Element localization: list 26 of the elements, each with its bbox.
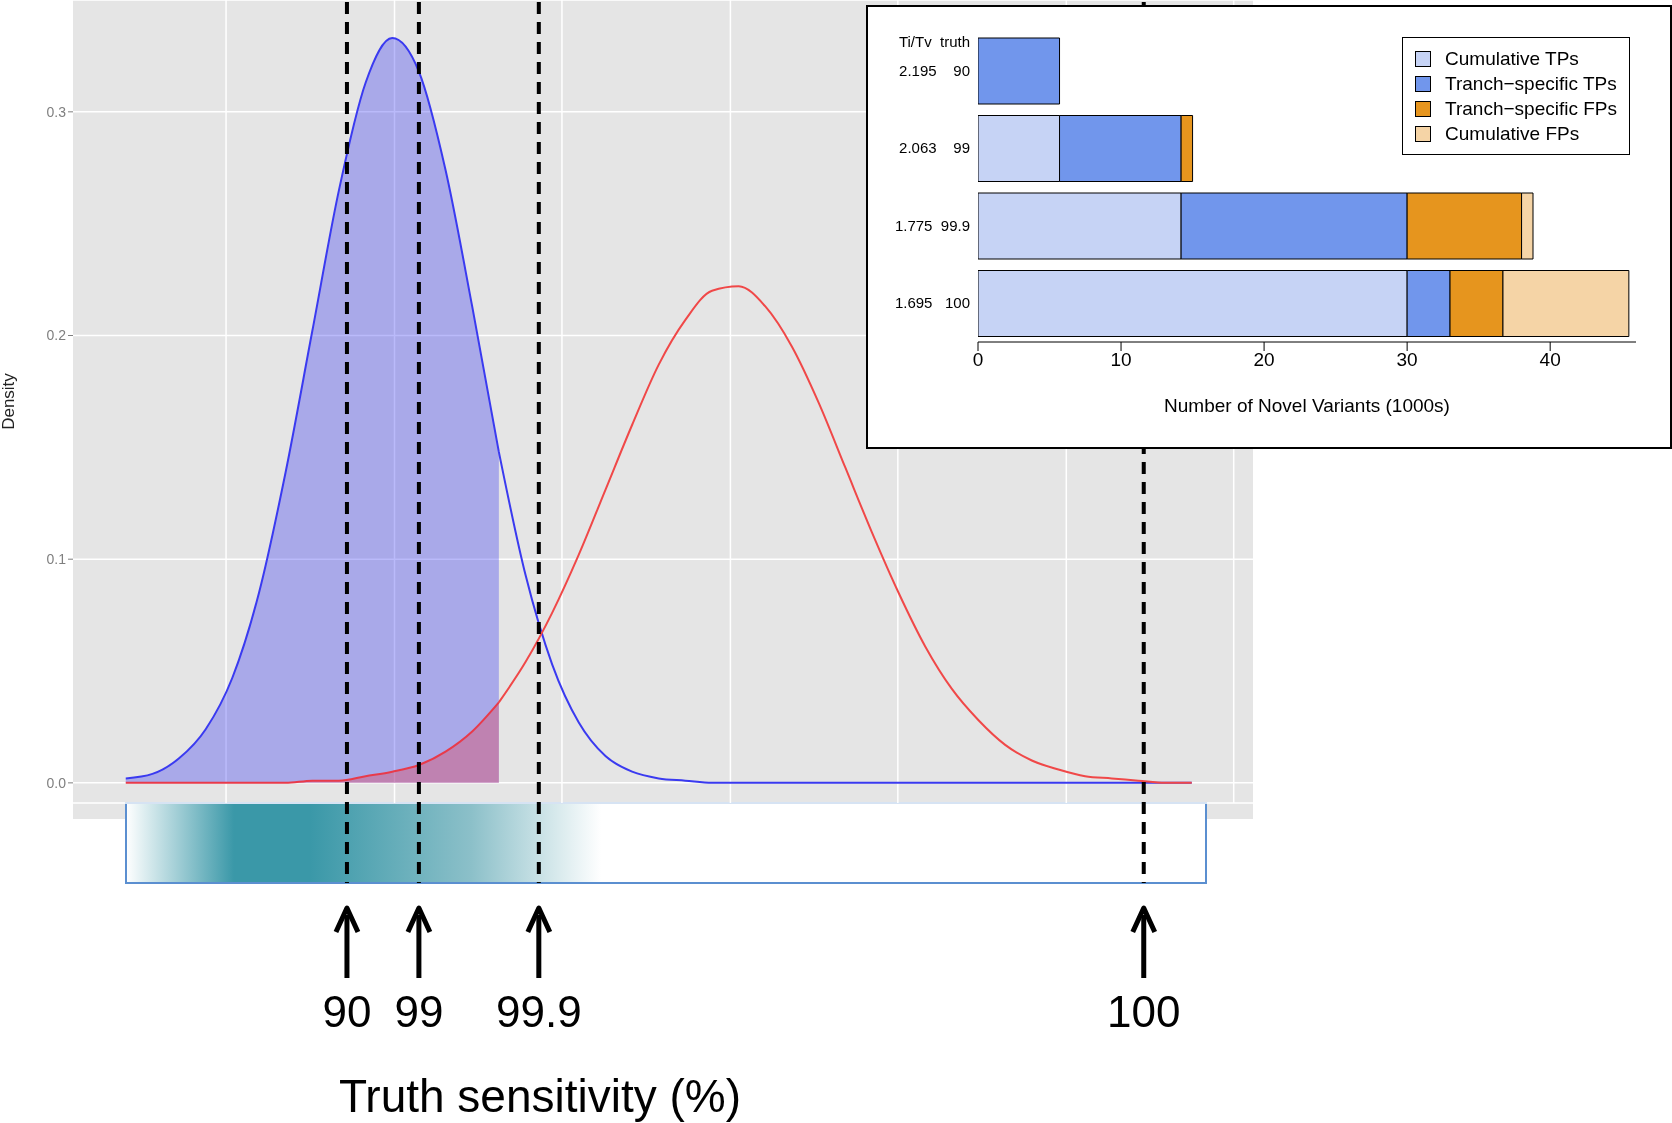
x-tick-label: 10 <box>1110 349 1132 371</box>
text: 99 <box>394 987 444 1036</box>
y-tick-label: 2.195 90 <box>899 61 970 79</box>
text: 100 <box>1107 987 1181 1036</box>
x-tick-label: 20 <box>1253 349 1275 371</box>
x-tick-label: 0 <box>972 349 984 371</box>
y-tick-label: 0.1 <box>46 551 67 568</box>
x-axis-title: Truth sensitivity (%) <box>338 1070 742 1122</box>
x-axis-title: Number of Novel Variants (1000s) <box>1164 395 1450 416</box>
legend-label: Tranch−specific FPs <box>1445 97 1617 120</box>
bar <box>978 37 1061 105</box>
y-axis-title: Density <box>0 372 19 430</box>
y-tick-label: 0.2 <box>46 327 67 344</box>
legend-label: Cumulative FPs <box>1445 122 1580 145</box>
y-tick-label: 2.063 99 <box>899 139 970 157</box>
legend-label: Tranch−specific TPs <box>1445 72 1617 95</box>
text: 90 <box>322 987 372 1036</box>
y-tick-label: 1.695 100 <box>894 294 970 312</box>
text: 99.9 <box>496 987 582 1036</box>
y-tick-label: 0.0 <box>46 774 67 791</box>
x-tick-label: 30 <box>1396 349 1418 371</box>
y-tick-label: 0.3 <box>46 103 67 120</box>
legend-label: Cumulative TPs <box>1445 47 1579 70</box>
y-axis-title: Ti/Tv truth <box>897 33 970 50</box>
x-tick-label: 40 <box>1539 349 1561 371</box>
y-tick-label: 1.775 99.9 <box>894 216 970 234</box>
